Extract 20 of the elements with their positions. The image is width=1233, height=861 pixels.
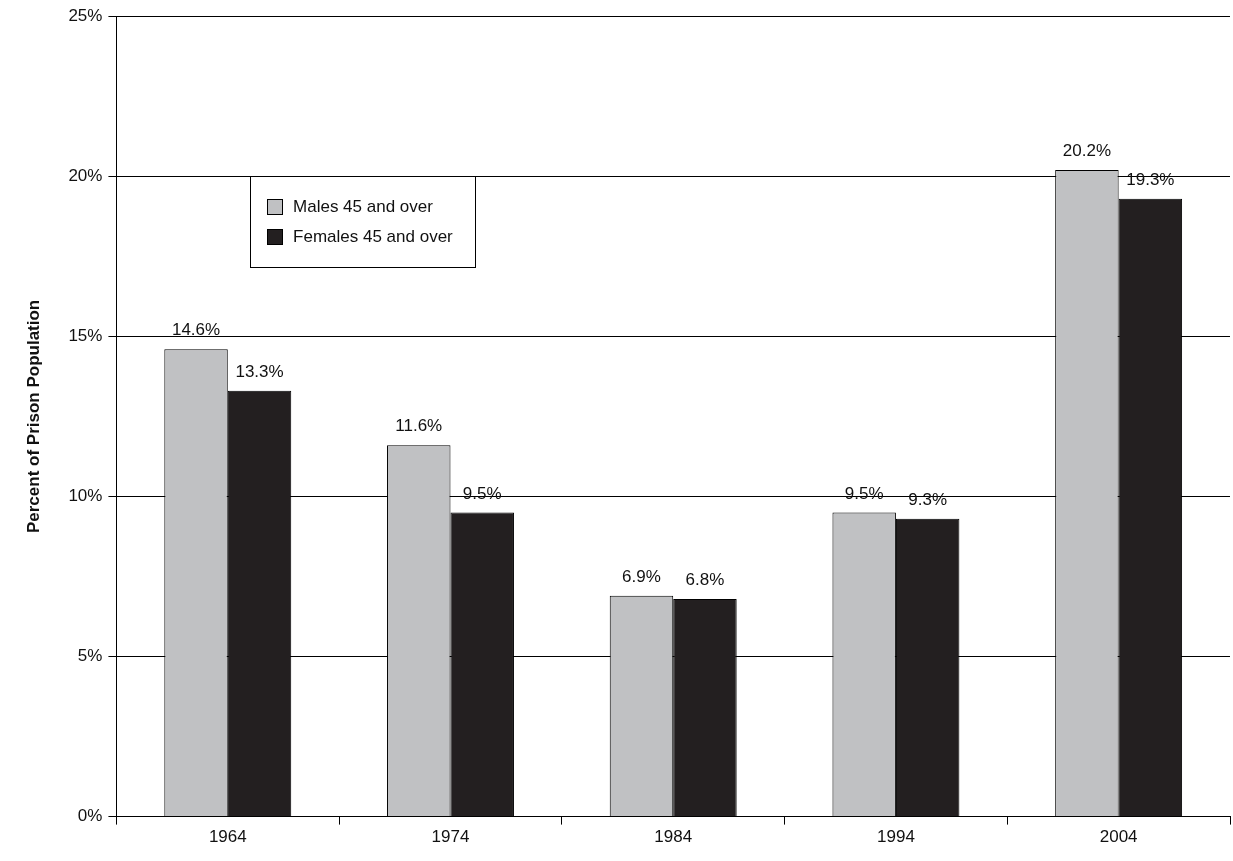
data-label: 20.2% <box>1062 141 1112 161</box>
y-tick-label: 20% <box>68 165 103 185</box>
y-tick-label: 10% <box>68 486 103 506</box>
y-tick-label: 15% <box>68 326 103 346</box>
y-tick-label: 25% <box>68 5 103 25</box>
y-tick-label: 0% <box>77 806 103 826</box>
legend-label: Males 45 and over <box>293 197 433 218</box>
data-label: 11.6% <box>395 416 443 436</box>
data-label: 14.6% <box>171 320 221 340</box>
x-tick-label: 1974 <box>431 827 470 847</box>
y-axis-title: Percent of Prison Population <box>23 299 43 534</box>
x-tick-label: 1994 <box>877 827 915 847</box>
x-tick-label: 1984 <box>654 827 693 847</box>
x-tick-label: 2004 <box>1099 827 1138 847</box>
legend-label: Females 45 and over <box>293 227 453 248</box>
data-label: 6.8% <box>685 570 725 590</box>
data-label: 13.3% <box>235 361 284 381</box>
x-tick-label: 1964 <box>208 827 247 847</box>
data-label: 6.9% <box>622 566 661 586</box>
y-tick-label: 5% <box>77 646 103 666</box>
